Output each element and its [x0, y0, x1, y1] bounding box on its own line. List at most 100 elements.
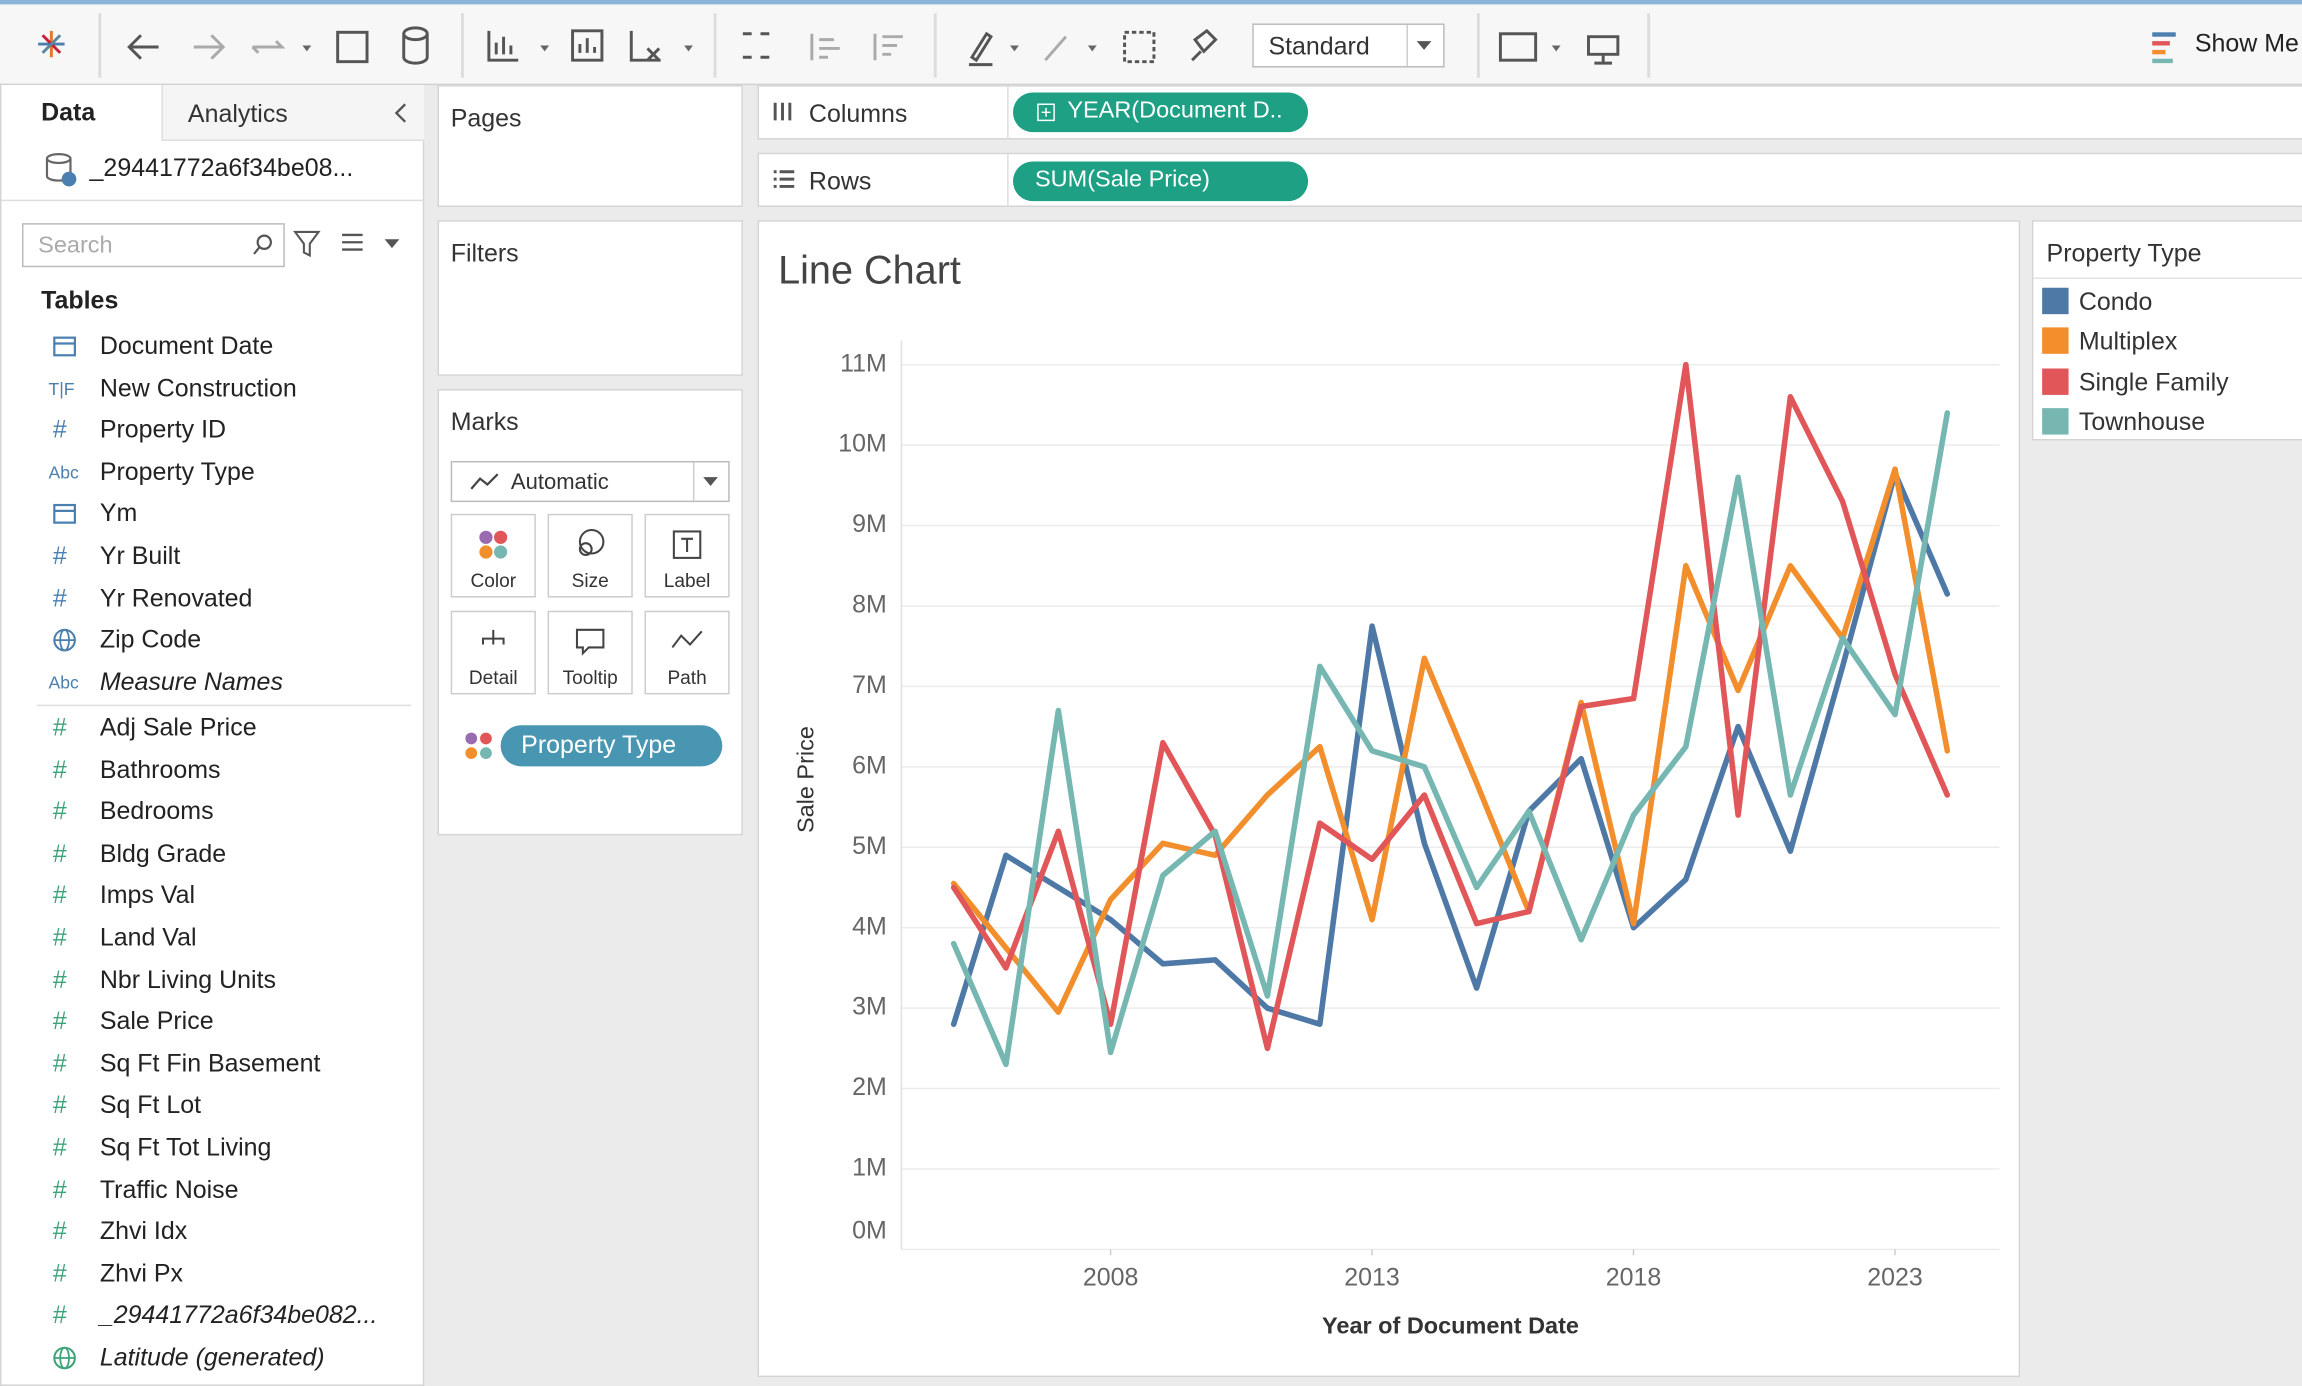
line-series: [950, 410, 1951, 1068]
legend-item[interactable]: Townhouse: [2042, 407, 2300, 439]
datasource-name[interactable]: _29441772a6f34be08...: [89, 154, 354, 183]
mark-type-dropdown[interactable]: Automatic: [450, 460, 730, 503]
legend-swatch: [2042, 327, 2069, 355]
rows-pill[interactable]: SUM(Sale Price): [1012, 161, 1309, 202]
divider: [692, 462, 695, 501]
redo-button[interactable]: [193, 34, 226, 60]
divider: [1007, 154, 1009, 208]
field[interactable]: # Bldg Grade: [37, 835, 419, 873]
marks-button[interactable]: Detail: [450, 610, 536, 695]
field[interactable]: Latitude (generated): [37, 1339, 419, 1377]
marks-pill[interactable]: Property Type: [500, 725, 723, 767]
field[interactable]: # Nbr Living Units: [37, 961, 419, 999]
data-tab[interactable]: Data: [1, 85, 162, 141]
pages-shelf[interactable]: Pages: [437, 85, 743, 208]
analytics-tab[interactable]: Analytics: [161, 85, 425, 141]
legend-item[interactable]: Single Family: [2042, 366, 2300, 398]
marks-button[interactable]: Label: [644, 513, 730, 598]
field-icon: T|F: [48, 378, 75, 399]
field[interactable]: # Yr Renovated: [37, 579, 419, 617]
legend-swatch: [2042, 287, 2069, 315]
tab-label: Analytics: [187, 99, 288, 128]
field[interactable]: T|F New Construction: [37, 369, 419, 407]
highlight[interactable]: [968, 31, 993, 67]
field[interactable]: Document Date: [37, 327, 419, 365]
field[interactable]: Ym: [37, 495, 419, 533]
search-box[interactable]: Search: [22, 223, 285, 268]
sort-desc[interactable]: [873, 33, 903, 61]
pane-tools[interactable]: [292, 229, 409, 258]
field-icon: #: [52, 797, 67, 826]
x-tick-label: 2018: [1606, 1263, 1661, 1291]
dropdown-arrow: [1416, 41, 1432, 50]
legend-item[interactable]: Condo: [2042, 286, 2300, 318]
field-icon: #: [52, 1217, 67, 1246]
button-icon: [575, 628, 605, 656]
field-icon: #: [52, 881, 67, 910]
button-label: Detail: [468, 666, 518, 689]
field[interactable]: # Property ID: [37, 411, 419, 449]
search-icon: [253, 234, 272, 255]
marks-button[interactable]: Color: [450, 513, 536, 598]
field-name: Property Type: [99, 457, 255, 486]
button-icon: [672, 530, 702, 559]
field[interactable]: Abc Measure Names: [37, 663, 419, 701]
legend-label: Condo: [2078, 287, 2153, 316]
field-icon: Abc: [48, 672, 79, 693]
legend-title: Property Type: [2046, 239, 2202, 268]
field[interactable]: # Bathrooms: [37, 751, 419, 789]
replay-button[interactable]: [251, 40, 286, 54]
field[interactable]: # Sq Ft Fin Basement: [37, 1045, 419, 1083]
field[interactable]: # Sq Ft Tot Living: [37, 1129, 419, 1167]
field[interactable]: # Adj Sale Price: [37, 709, 419, 747]
field[interactable]: Abc Property Type: [37, 453, 419, 491]
marks-button[interactable]: Path: [644, 610, 730, 695]
calendar-body: [53, 504, 76, 525]
filters-shelf[interactable]: Filters: [437, 220, 743, 376]
view-size-dropdown[interactable]: Standard: [1252, 23, 1445, 68]
new-datasource[interactable]: [402, 26, 429, 65]
rows-shelf: Rows SUM(Sale Price): [757, 152, 2302, 208]
show-cards[interactable]: [1587, 35, 1620, 65]
legend-item[interactable]: Multiplex: [2042, 326, 2300, 358]
field[interactable]: # Traffic Noise: [37, 1171, 419, 1209]
field[interactable]: # Yr Built: [37, 537, 419, 575]
field-icon: #: [52, 541, 67, 570]
legend: Property Type Condo Multiplex Single Famil…: [2031, 220, 2302, 441]
group[interactable]: [1044, 35, 1067, 62]
marks-button[interactable]: Size: [547, 513, 633, 598]
field[interactable]: Zip Code: [37, 621, 419, 659]
duplicate[interactable]: [571, 29, 604, 62]
field[interactable]: # Imps Val: [37, 877, 419, 915]
field[interactable]: # Zhvi Px: [37, 1255, 419, 1293]
undo-button[interactable]: [127, 34, 159, 60]
marks-button[interactable]: Tooltip: [547, 610, 633, 695]
swap[interactable]: [742, 32, 770, 59]
clear-sheet[interactable]: [629, 30, 661, 62]
field-icon: #: [52, 839, 67, 868]
field-name: Zhvi Px: [99, 1259, 184, 1288]
pill-label: Property Type: [521, 731, 677, 760]
field[interactable]: # Sq Ft Lot: [37, 1087, 419, 1125]
columns-pill[interactable]: YEAR(Document D..: [1012, 92, 1309, 133]
field-icon: #: [52, 1259, 67, 1288]
field-icon: #: [52, 755, 67, 784]
save-button[interactable]: [336, 30, 369, 64]
presentation-mode[interactable]: [1498, 32, 1538, 62]
fix-axes[interactable]: [1191, 28, 1218, 62]
field[interactable]: # Sale Price: [37, 1003, 419, 1041]
sort-asc[interactable]: [810, 33, 840, 61]
shelf-title: Pages: [450, 104, 522, 133]
dot: [479, 545, 493, 559]
show-me-button[interactable]: Show Me: [2194, 29, 2299, 58]
field[interactable]: # Zhvi Idx: [37, 1213, 419, 1251]
pill-label: SUM(Sale Price): [1035, 167, 1210, 193]
button-label: Tooltip: [562, 666, 618, 689]
new-worksheet[interactable]: [487, 30, 519, 62]
legend-swatch: [2042, 407, 2069, 435]
field[interactable]: # Bedrooms: [37, 793, 419, 831]
collapse-button[interactable]: [392, 101, 410, 124]
field[interactable]: # _29441772a6f34be082...: [37, 1297, 419, 1335]
field[interactable]: # Land Val: [37, 919, 419, 957]
